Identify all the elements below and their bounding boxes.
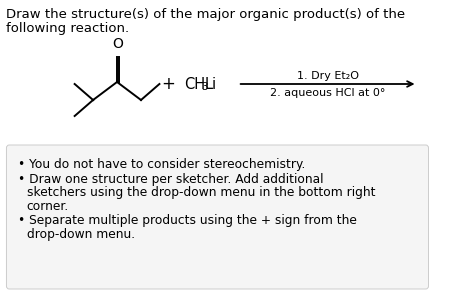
Text: 3: 3: [201, 82, 208, 92]
Text: O: O: [112, 37, 123, 51]
Text: • Separate multiple products using the + sign from the: • Separate multiple products using the +…: [18, 214, 357, 227]
Text: sketchers using the drop-down menu in the bottom right: sketchers using the drop-down menu in th…: [27, 186, 375, 199]
Text: Draw the structure(s) of the major organic product(s) of the: Draw the structure(s) of the major organ…: [7, 8, 406, 21]
Text: 2. aqueous HCl at 0°: 2. aqueous HCl at 0°: [270, 88, 385, 98]
Text: drop-down menu.: drop-down menu.: [27, 228, 135, 241]
Text: • You do not have to consider stereochemistry.: • You do not have to consider stereochem…: [18, 158, 306, 171]
Text: corner.: corner.: [27, 200, 69, 213]
Text: Li: Li: [205, 76, 217, 91]
Text: CH: CH: [184, 76, 205, 91]
Text: +: +: [161, 75, 174, 93]
Text: • Draw one structure per sketcher. Add additional: • Draw one structure per sketcher. Add a…: [18, 173, 324, 186]
Text: following reaction.: following reaction.: [7, 22, 129, 35]
Text: 1. Dry Et₂O: 1. Dry Et₂O: [297, 71, 359, 81]
FancyBboxPatch shape: [7, 145, 428, 289]
